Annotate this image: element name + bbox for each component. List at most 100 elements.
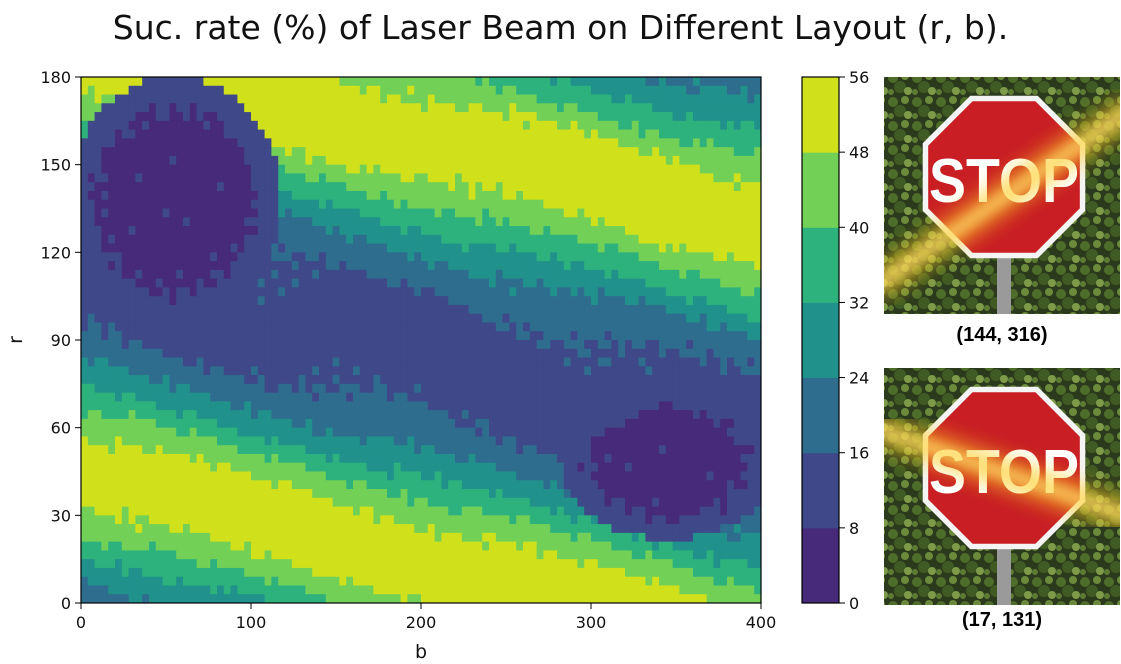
heatmap-cell xyxy=(325,436,334,446)
heatmap-cell xyxy=(516,138,524,148)
heatmap-cell xyxy=(679,453,687,464)
heatmap-cell xyxy=(115,208,123,218)
heatmap-cell xyxy=(421,252,429,262)
heatmap-cell xyxy=(346,453,354,464)
heatmap-cell xyxy=(557,471,565,481)
heatmap-cell xyxy=(665,208,674,218)
heatmap-cell xyxy=(196,436,204,446)
heatmap-cell xyxy=(563,199,572,210)
heatmap-cell xyxy=(87,357,96,367)
heatmap-cell xyxy=(257,243,266,253)
heatmap-cell xyxy=(278,120,286,131)
heatmap-cell xyxy=(550,138,558,148)
heatmap-cell xyxy=(339,182,347,192)
heatmap-cell xyxy=(312,304,320,315)
heatmap-cell xyxy=(509,278,517,288)
heatmap-cell xyxy=(557,453,565,464)
heatmap-cell xyxy=(135,112,143,122)
heatmap-cell xyxy=(319,340,327,350)
heatmap-cell xyxy=(747,173,755,183)
heatmap-cell xyxy=(162,357,170,367)
heatmap-cell xyxy=(135,480,143,490)
heatmap-cell xyxy=(257,462,266,473)
heatmap-cell xyxy=(319,489,327,499)
heatmap-cell xyxy=(550,173,558,183)
heatmap-cell xyxy=(557,182,565,192)
heatmap-cell xyxy=(128,112,136,122)
heatmap-cell xyxy=(536,348,544,359)
heatmap-cell xyxy=(312,331,320,341)
heatmap-cell xyxy=(604,418,612,429)
heatmap-cell xyxy=(407,243,415,253)
heatmap-cell xyxy=(189,155,198,166)
heatmap-cell xyxy=(346,366,354,376)
heatmap-cell xyxy=(217,392,225,402)
heatmap-cell xyxy=(550,471,558,481)
heatmap-cell xyxy=(237,296,245,306)
heatmap-cell xyxy=(529,155,538,166)
heatmap-cell xyxy=(441,226,449,236)
heatmap-cell xyxy=(387,217,395,227)
heatmap-cell xyxy=(557,85,565,96)
heatmap-cell xyxy=(244,164,252,175)
heatmap-cell xyxy=(557,120,565,131)
heatmap-cell xyxy=(319,375,327,385)
heatmap-cell xyxy=(434,85,442,96)
heatmap-cell xyxy=(325,234,334,245)
heatmap-cell xyxy=(149,480,157,490)
heatmap-cell xyxy=(461,138,470,148)
heatmap-cell xyxy=(285,129,293,139)
heatmap-cell xyxy=(285,480,293,490)
heatmap-cell xyxy=(563,497,572,508)
heatmap-cell xyxy=(128,322,136,332)
heatmap-cell xyxy=(421,243,429,253)
heatmap-cell xyxy=(570,322,578,332)
heatmap-cell xyxy=(359,226,368,236)
heatmap-cell xyxy=(475,164,483,175)
heatmap-cell xyxy=(81,190,89,201)
heatmap-cell xyxy=(257,453,266,464)
heatmap-cell xyxy=(693,497,701,508)
heatmap-cell xyxy=(672,340,680,350)
heatmap-cell xyxy=(563,348,572,359)
heatmap-cell xyxy=(223,269,232,280)
heatmap-cell xyxy=(577,120,585,131)
heatmap-cell xyxy=(557,164,565,175)
heatmap-cell xyxy=(652,85,660,96)
heatmap-cell xyxy=(298,243,306,253)
heatmap-cell xyxy=(393,287,402,297)
heatmap-cell xyxy=(421,77,429,87)
heatmap-cell xyxy=(679,471,687,481)
heatmap-cell xyxy=(713,190,721,201)
heatmap-cell xyxy=(128,147,136,157)
heatmap-cell xyxy=(468,471,476,481)
heatmap-cell xyxy=(659,226,667,236)
heatmap-cell xyxy=(325,173,334,183)
heatmap-cell xyxy=(387,164,395,175)
heatmap-cell xyxy=(720,138,728,148)
heatmap-cell xyxy=(441,340,449,350)
heatmap-cell xyxy=(584,77,592,87)
heatmap-cell xyxy=(149,304,157,315)
heatmap-cell xyxy=(149,471,157,481)
heatmap-cell xyxy=(754,445,761,455)
heatmap-cell xyxy=(604,471,612,481)
heatmap-cell xyxy=(563,418,572,429)
heatmap-cell xyxy=(264,471,272,481)
heatmap-cell xyxy=(523,190,531,201)
heatmap-cell xyxy=(298,357,306,367)
heatmap-cell xyxy=(203,436,211,446)
heatmap-cell xyxy=(339,453,347,464)
heatmap-cell xyxy=(101,287,109,297)
heatmap-cell xyxy=(353,243,361,253)
heatmap-cell xyxy=(407,340,415,350)
heatmap-cell xyxy=(278,436,286,446)
heatmap-cell xyxy=(638,85,646,96)
heatmap-cell xyxy=(550,375,558,385)
heatmap-cell xyxy=(659,436,667,446)
heatmap-cell xyxy=(523,331,531,341)
heatmap-cell xyxy=(196,313,204,324)
heatmap-cell xyxy=(604,331,612,341)
heatmap-cell xyxy=(638,418,646,429)
heatmap-cell xyxy=(359,506,368,516)
